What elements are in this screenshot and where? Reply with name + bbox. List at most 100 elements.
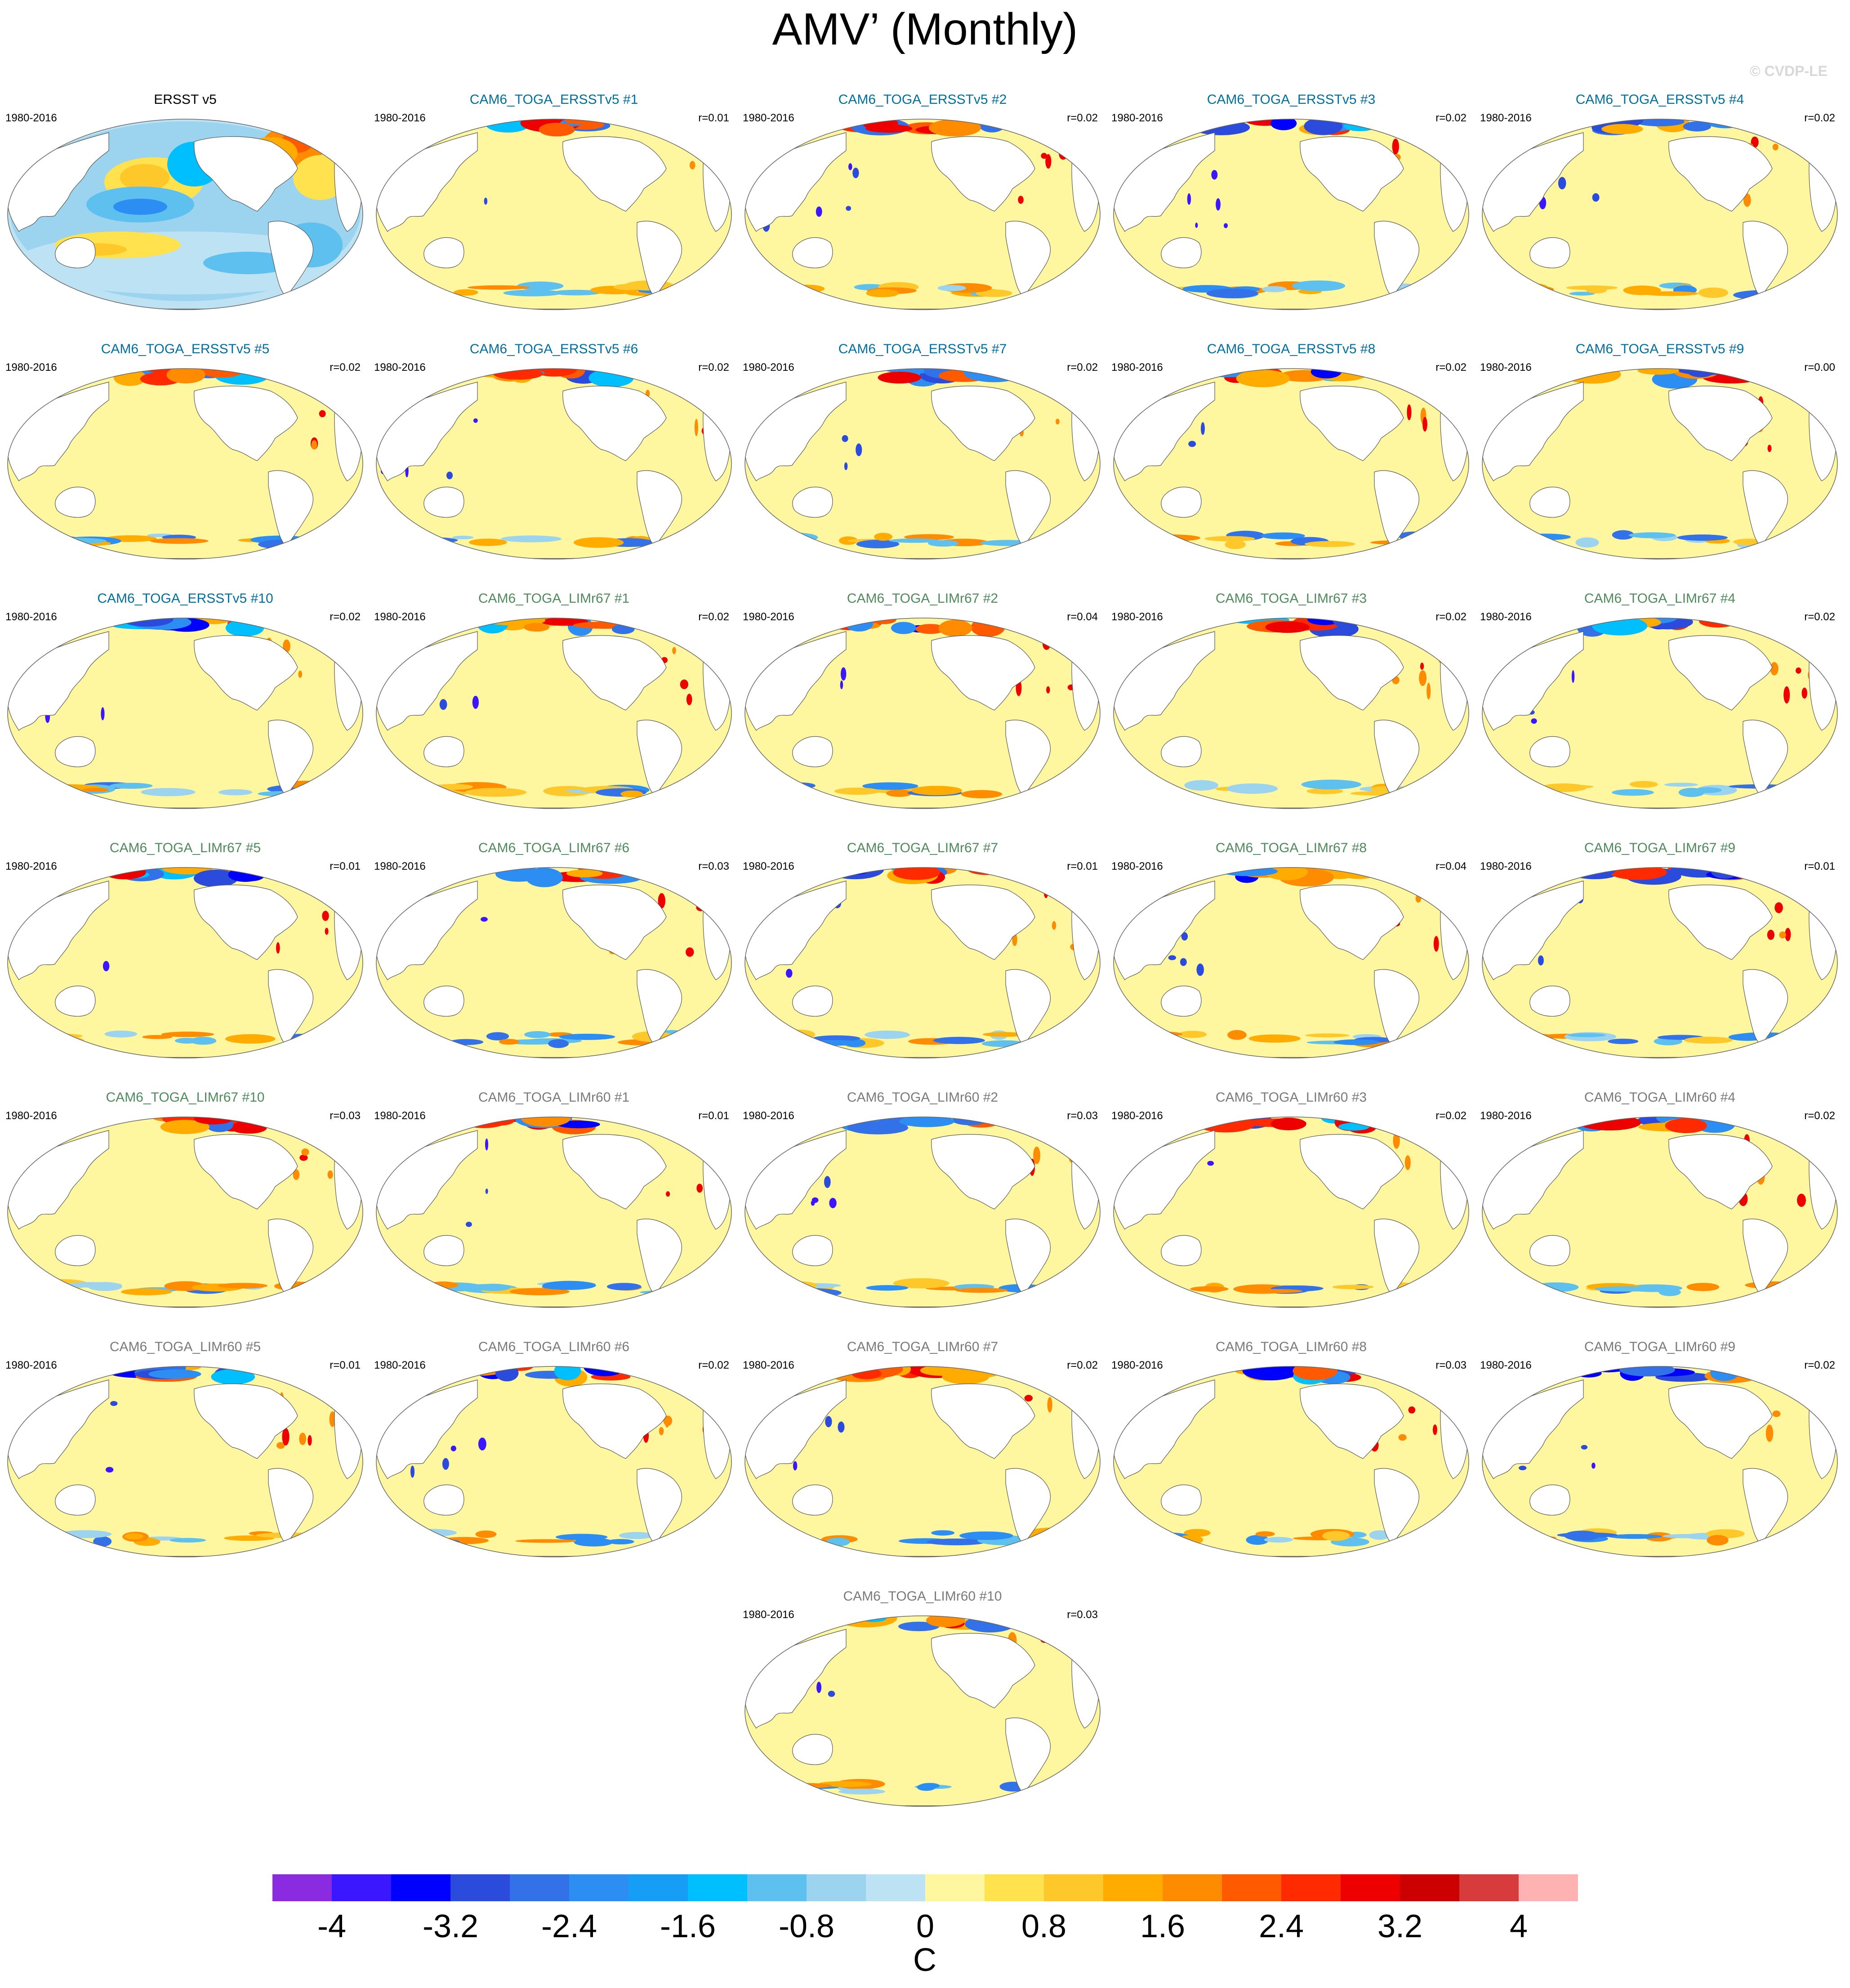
- anomaly-patch: [1571, 670, 1575, 683]
- anomaly-patch: [308, 1435, 312, 1446]
- map-plot: [1482, 119, 1838, 310]
- anomaly-patch: [1262, 286, 1287, 293]
- map-border: [1113, 1366, 1469, 1557]
- panel-correlation: r=0.03: [1435, 1359, 1467, 1371]
- map-border: [1113, 1116, 1469, 1308]
- anomaly-patch: [1132, 284, 1164, 294]
- panel-correlation: r=0.02: [330, 611, 361, 623]
- map-panel: CAM6_TOGA_LIMr67 #5 1980-2016 r=0.01: [5, 841, 365, 1065]
- anomaly-patch: [1398, 1290, 1419, 1294]
- anomaly-patch: [539, 123, 575, 137]
- land-mass: [562, 136, 667, 212]
- anomaly-patch: [439, 699, 447, 710]
- panel-correlation: r=0.02: [1067, 1359, 1098, 1371]
- land-mass: [792, 487, 833, 518]
- anomaly-patch: [1569, 291, 1595, 296]
- map-panel: CAM6_TOGA_LIMr67 #2 1980-2016 r=0.04: [743, 591, 1102, 816]
- panel-correlation: r=0.01: [698, 112, 729, 124]
- anomaly-patch: [103, 867, 146, 880]
- anomaly-patch: [1264, 1537, 1293, 1543]
- anomaly-patch: [767, 898, 771, 907]
- anomaly-patch: [658, 893, 665, 909]
- land-mass: [792, 986, 833, 1017]
- map-panel: CAM6_TOGA_ERSSTv5 #3 1980-2016 r=0.02: [1111, 92, 1471, 317]
- watermark: © CVDP-LE: [1750, 63, 1828, 79]
- land-mass: [637, 1468, 682, 1544]
- anomaly-patch: [1404, 1155, 1411, 1170]
- ocean-field: [376, 369, 731, 559]
- anomaly-patch: [1292, 280, 1346, 291]
- anomaly-patch: [1024, 1395, 1033, 1402]
- anomaly-patch: [467, 285, 530, 290]
- anomaly-patch: [838, 1421, 845, 1433]
- anomaly-patch: [1187, 193, 1191, 205]
- land-mass: [423, 487, 464, 518]
- panel-correlation: r=0.02: [698, 1359, 729, 1371]
- land-mass: [931, 1383, 1035, 1459]
- anomaly-patch: [1705, 119, 1745, 129]
- anomaly-patch: [193, 869, 238, 887]
- anomaly-patch: [1242, 1366, 1299, 1381]
- ocean-field: [1114, 1366, 1469, 1557]
- anomaly-patch: [452, 535, 474, 539]
- anomaly-patch: [1683, 121, 1711, 132]
- panel-correlation: r=0.01: [330, 860, 361, 872]
- map-border: [744, 1615, 1101, 1807]
- panel-years: 1980-2016: [1111, 1359, 1163, 1371]
- anomaly-patch: [1591, 1463, 1596, 1469]
- anomaly-patch: [1392, 138, 1399, 155]
- land-mass: [1161, 487, 1202, 518]
- anomaly-patch: [1578, 1117, 1641, 1131]
- land-mass: [1161, 1235, 1202, 1266]
- panel-title: CAM6_TOGA_LIMr67 #10: [106, 1090, 265, 1105]
- panel-correlation: r=0.01: [698, 1110, 729, 1122]
- anomaly-patch: [442, 1458, 449, 1470]
- land-mass: [194, 386, 298, 461]
- anomaly-patch: [322, 911, 329, 921]
- anomaly-patch: [937, 285, 967, 291]
- panel-years: 1980-2016: [5, 1359, 57, 1371]
- land-mass: [1529, 986, 1570, 1017]
- anomaly-patch: [1248, 1034, 1301, 1043]
- panel-correlation: r=0.02: [1435, 1110, 1467, 1122]
- panel-years: 1980-2016: [1480, 361, 1532, 374]
- map-panel: CAM6_TOGA_LIMr60 #3 1980-2016 r=0.02: [1111, 1090, 1471, 1315]
- anomaly-patch: [1398, 1434, 1407, 1441]
- anomaly-patch: [472, 695, 479, 709]
- land-mass: [1005, 1468, 1051, 1544]
- panel-title: CAM6_TOGA_LIMr60 #6: [478, 1339, 630, 1354]
- anomaly-patch: [780, 1288, 842, 1298]
- anomaly-patch: [1592, 618, 1647, 636]
- anomaly-patch: [174, 1037, 199, 1044]
- land-mass: [1374, 221, 1419, 297]
- ocean-field: [1482, 867, 1837, 1058]
- map-panel: CAM6_TOGA_LIMr60 #5 1980-2016 r=0.01: [5, 1339, 365, 1564]
- anomaly-patch: [856, 443, 862, 456]
- panel-correlation: r=0.02: [698, 361, 729, 374]
- anomaly-patch: [588, 369, 634, 387]
- map-panel: CAM6_TOGA_LIMr60 #2 1980-2016 r=0.03: [743, 1090, 1102, 1315]
- anomaly-patch: [848, 163, 852, 170]
- map-panel: CAM6_TOGA_LIMr67 #3 1980-2016 r=0.02: [1111, 591, 1471, 816]
- anomaly-patch: [1619, 1366, 1675, 1377]
- panel-correlation: r=0.04: [1435, 860, 1467, 872]
- anomaly-patch: [327, 1170, 333, 1179]
- anomaly-patch: [662, 1538, 715, 1547]
- anomaly-patch: [784, 782, 816, 789]
- anomaly-patch: [1558, 177, 1566, 190]
- anomaly-patch: [389, 403, 394, 413]
- anomaly-patch: [1301, 779, 1362, 790]
- anomaly-patch: [555, 1534, 608, 1540]
- map-panel: CAM6_TOGA_LIMr60 #7 1980-2016 r=0.02: [743, 1339, 1102, 1564]
- map-plot: [1113, 368, 1469, 560]
- land-mass: [1529, 1235, 1570, 1266]
- map-border: [376, 867, 732, 1058]
- anomaly-patch: [1586, 287, 1607, 294]
- colorbar-swatch: [569, 1874, 629, 1901]
- anomaly-patch: [1498, 1157, 1503, 1164]
- anomaly-patch: [203, 252, 293, 274]
- land-mass: [268, 221, 313, 297]
- colorbar-tick-label: -4: [317, 1908, 347, 1944]
- anomaly-patch: [1270, 119, 1297, 130]
- anomaly-patch: [866, 289, 899, 298]
